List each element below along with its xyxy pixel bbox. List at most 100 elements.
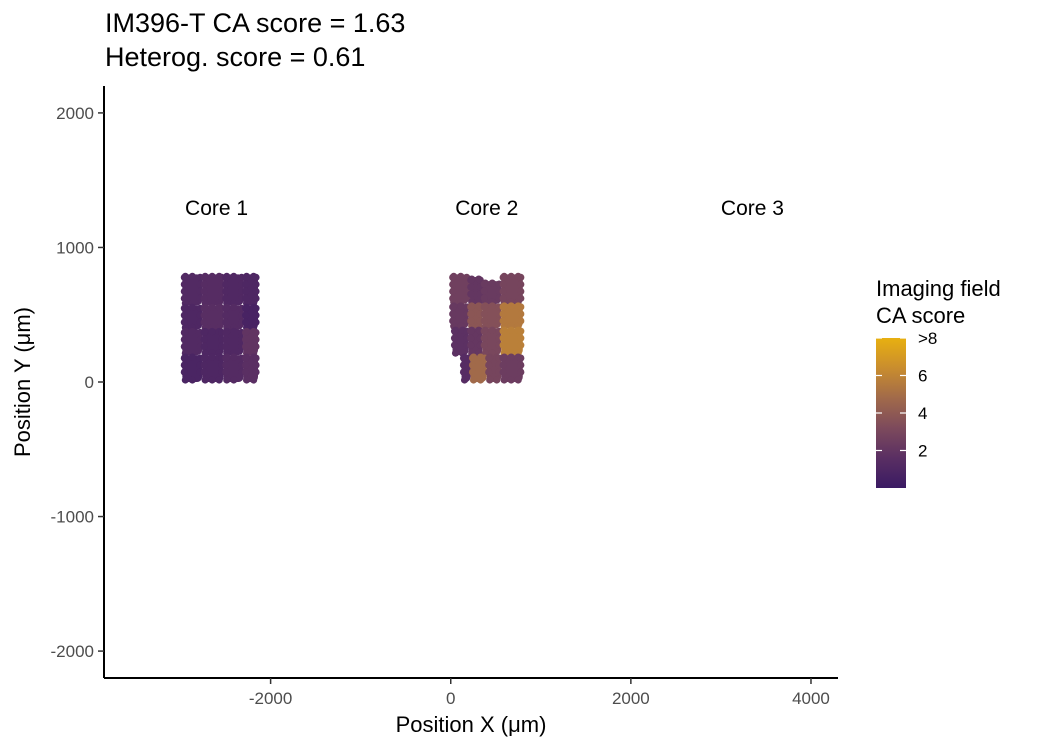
cell-point <box>468 368 477 376</box>
cell-point <box>467 317 475 325</box>
cell-point <box>485 368 493 376</box>
cell-point <box>180 368 188 376</box>
cell-point <box>222 294 230 302</box>
cell-point <box>480 327 488 335</box>
cell-point <box>222 342 230 351</box>
cell-point <box>200 318 208 326</box>
cell-point <box>480 280 488 288</box>
imaging-field-tile <box>182 355 203 382</box>
y-tick-label: -2000 <box>51 642 94 661</box>
cell-point <box>480 287 488 295</box>
cell-point <box>241 361 250 369</box>
imaging-field-tile <box>501 328 523 356</box>
colorbar-ticks: 2 4 6 >8 <box>876 329 937 461</box>
cell-point <box>517 280 525 288</box>
imaging-field-tile <box>501 274 523 304</box>
cell-point <box>252 304 260 312</box>
chart-title: IM396-T CA score = 1.63 <box>105 8 405 38</box>
cell-point <box>201 376 209 384</box>
cell-point <box>208 353 216 361</box>
imaging-field-tile <box>482 328 502 356</box>
cell-point <box>485 354 493 362</box>
cell-point <box>180 361 188 369</box>
cell-point <box>499 287 507 295</box>
imaging-field-tile <box>202 355 224 382</box>
cell-point <box>499 310 507 318</box>
y-tick-label: -1000 <box>51 508 94 527</box>
chart-subtitle: Heterog. score = 0.61 <box>105 42 365 72</box>
cell-point <box>480 294 488 302</box>
core-label: Core 3 <box>721 197 784 220</box>
cell-point <box>517 287 525 295</box>
core-label: Core 2 <box>455 197 518 220</box>
cell-point <box>507 272 515 280</box>
cell-point <box>517 368 525 376</box>
cell-point <box>517 310 525 318</box>
cell-point <box>517 303 525 311</box>
x-axis-ticks: -2000 0 2000 4000 <box>249 678 830 708</box>
cell-point <box>467 334 475 342</box>
cell-point <box>457 302 465 310</box>
x-tick-label: 0 <box>446 689 455 708</box>
imaging-field-tile <box>223 329 244 356</box>
cell-point <box>499 327 507 335</box>
cell-point <box>460 376 469 384</box>
cell-point <box>252 354 260 362</box>
cell-point <box>449 303 457 311</box>
imaging-field-tile <box>452 328 469 356</box>
cell-point <box>500 376 508 384</box>
y-axis-ticks: 2000 1000 0 -1000 -2000 <box>51 104 104 661</box>
cell-point <box>449 310 457 318</box>
y-tick-label: 2000 <box>56 104 94 123</box>
colorbar-tick-label: 4 <box>918 404 927 423</box>
cell-point <box>499 354 507 362</box>
core-label: Core 1 <box>185 197 248 220</box>
cell-point <box>200 287 208 295</box>
cell-point <box>180 311 188 319</box>
legend-title-line: Imaging field <box>876 276 1001 301</box>
cell-point <box>252 273 260 281</box>
cell-point <box>222 287 230 295</box>
cell-point <box>517 361 525 369</box>
cell-point <box>252 361 260 369</box>
cell-point <box>188 327 196 336</box>
cell-point <box>222 318 230 326</box>
cell-point <box>467 276 475 284</box>
core-labels-layer: Core 1 Core 2 Core 3 <box>185 197 784 220</box>
cell-point <box>188 376 196 384</box>
cell-point <box>208 327 216 336</box>
cell-point <box>200 328 208 337</box>
cell-point <box>467 310 475 318</box>
cell-point <box>230 376 238 384</box>
cell-point <box>180 273 188 281</box>
cell-point <box>200 294 208 302</box>
cell-point <box>499 368 507 376</box>
cell-point <box>469 376 478 384</box>
cell-point <box>181 376 189 384</box>
cell-point <box>222 328 230 337</box>
cell-point <box>200 280 208 288</box>
cell-point <box>252 328 260 337</box>
cell-point <box>241 328 250 337</box>
cell-point <box>180 280 188 288</box>
cell-point <box>223 376 231 384</box>
cell-point <box>499 294 507 302</box>
cell-point <box>222 368 230 376</box>
cell-point <box>200 335 208 344</box>
cell-point <box>241 311 250 319</box>
cell-point <box>180 294 188 302</box>
cell-point <box>517 354 525 362</box>
cell-point <box>222 361 230 369</box>
cell-point <box>480 303 488 311</box>
cell-point <box>180 304 188 312</box>
cell-point <box>200 311 208 319</box>
cell-point <box>241 354 250 362</box>
imaging-field-tile <box>501 355 523 382</box>
cell-point <box>241 342 250 351</box>
cell-point <box>457 272 465 280</box>
cell-point <box>517 317 525 325</box>
cell-point <box>200 368 208 376</box>
cell-point <box>230 327 238 336</box>
cell-point <box>507 326 515 334</box>
